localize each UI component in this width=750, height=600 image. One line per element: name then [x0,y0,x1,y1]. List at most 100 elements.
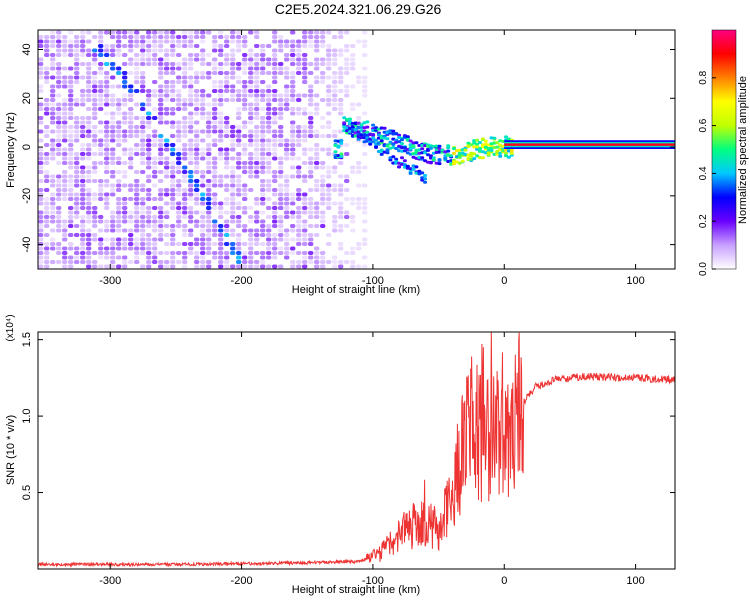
heatmap-cell-538 [116,228,122,233]
heatmap-cell-1815 [308,269,313,273]
heatmap-cell-1957 [332,215,338,219]
heatmap-cell-399 [92,102,98,107]
heatmap-cell-2085 [362,197,368,201]
heatmap-cell-1515 [260,192,266,197]
heatmap-cell-1476 [254,156,260,161]
heatmap-cell-1559 [266,170,272,174]
heatmap-cell-1669 [284,242,290,246]
heatmap-cell-1433 [248,170,254,174]
heatmap-cell-632 [128,111,134,116]
heatmap-cell-712 [140,125,146,129]
heatmap-cell-181 [62,152,68,156]
heatmap-cell-118 [50,30,56,35]
heatmap-cell-1019 [188,210,194,215]
heatmap-cell-1670 [284,237,290,242]
heatmap-cell-383 [92,206,98,210]
heatmap-cell-1920 [326,260,332,264]
heatmap-cell-643 [128,39,134,44]
heatmap-cell-1043 [188,84,194,89]
heatmap-cell-786 [152,170,158,174]
heatmap-cell-671 [134,125,140,129]
heatmap-cell-2007 [338,66,344,71]
colorbar-tick-label-3: 0.6 [698,118,709,132]
heatmap-cell-154 [56,66,62,71]
snr-series-line [38,332,675,568]
heatmap-cell-2054 [350,53,356,57]
heatmap-cell-175 [62,183,68,188]
heatmap-cell-1776 [296,39,302,44]
heatmap-cell-1092 [194,44,200,48]
heatmap-cell-300 [80,197,86,201]
heatmap-cell-24 [38,138,44,143]
heatmap-cell-149 [56,93,62,98]
heatmap-cell-246 [74,269,79,273]
heatmap-cell-1600 [272,170,278,174]
heatmap-cell-295 [80,224,86,228]
heatmap-cell-2159 [353,127,358,131]
heatmap-cell-577 [122,237,128,242]
heatmap-cell-1094 [194,30,200,35]
heatmap-cell-961 [176,75,182,80]
heatmap-cell-610 [128,260,134,264]
heatmap-cell-187 [62,120,68,125]
heatmap-cell-816 [158,215,164,219]
heatmap-cell-1081 [194,111,200,116]
heatmap-cell-1592 [272,215,278,219]
heatmap-cell-1754 [296,192,302,197]
heatmap-cell-313 [80,129,86,134]
heatmap-cell-37 [38,44,44,48]
heatmap-cell-1095 [200,269,205,273]
heatmap-cell-1335 [230,35,236,39]
heatmap-cell-16 [38,188,44,192]
heatmap-cell-1341 [236,251,242,255]
heatmap-cell-1564 [266,147,272,152]
heatmap-cell-1437 [248,152,254,156]
heatmap-cell-509 [110,161,116,165]
heatmap-cell-1534 [260,93,266,98]
heatmap-cell-749 [146,156,152,161]
heatmap-cell-1090 [194,57,200,62]
heatmap-cell-1924 [326,201,332,206]
heatmap-cell-457 [104,224,110,228]
heatmap-cell-138 [56,147,62,152]
heatmap-cell-392 [92,138,98,143]
heatmap-cell-1640 [278,188,284,192]
heatmap-cell-330 [86,264,92,269]
heatmap-cell-802 [152,48,158,53]
heatmap-cell-1209 [212,71,218,75]
heatmap-cell-901 [170,188,176,192]
heatmap-cell-549 [116,170,122,174]
heatmap-cell-1518 [260,179,266,183]
heatmap-cell-1837 [308,125,314,129]
heatmap-cell-759 [146,102,152,107]
heatmap-cell-303 [80,183,86,188]
heatmap-cell-2422 [446,146,451,150]
heatmap-cell-1794 [302,161,308,165]
heatmap-cell-225 [68,143,74,147]
heatmap-cell-156 [56,53,62,57]
heatmap-cell-2236 [379,136,384,140]
heatmap-cell-773 [152,255,158,260]
heatmap-cell-252 [74,224,80,228]
heatmap-cell-1550 [266,233,272,237]
heatmap-cell-2427 [449,154,454,158]
heatmap-cell-1152 [206,197,212,201]
heatmap-cell-347 [86,179,92,183]
heatmap-cell-416 [98,246,104,251]
heatmap-cell-941 [176,188,182,192]
heatmap-cell-797 [152,89,158,93]
heatmap-cell-1310 [230,188,236,192]
heatmap-cell-1073 [194,156,200,161]
heatmap-cell-1842 [308,98,314,102]
heatmap-cell-617 [128,215,134,219]
heatmap-cell-1246 [218,98,224,102]
heatmap-cell-1018 [188,215,194,219]
heatmap-cell-997 [182,107,188,111]
heatmap-cell-345 [86,192,92,197]
heatmap-cell-1734 [290,57,296,62]
heatmap-cell-1535 [260,89,266,93]
heatmap-cell-718 [140,84,146,89]
heatmap-cell-1510 [260,224,266,228]
heatmap-cell-1367 [236,107,242,111]
heatmap-cell-1453 [248,66,254,71]
